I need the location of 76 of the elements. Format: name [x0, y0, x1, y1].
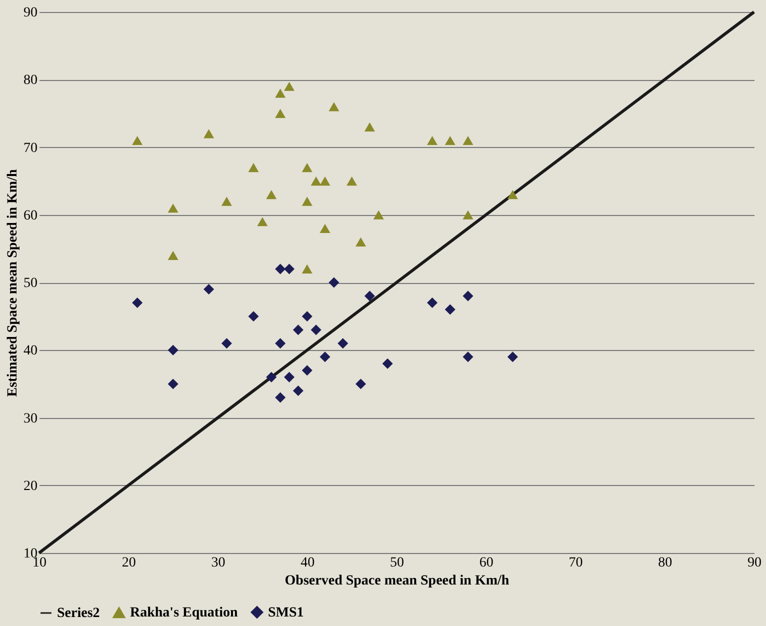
- point: [328, 277, 340, 288]
- point: [427, 136, 438, 146]
- point: [204, 284, 214, 295]
- point: [168, 344, 178, 356]
- point: [302, 365, 312, 376]
- point: [292, 324, 304, 336]
- point: [462, 210, 474, 220]
- point: [462, 352, 474, 362]
- point: [275, 392, 286, 403]
- point: [302, 162, 312, 172]
- x-tick-label: 90: [748, 556, 762, 570]
- point: [284, 82, 294, 91]
- y-tick-label: 60: [24, 208, 38, 224]
- point: [364, 122, 375, 132]
- point: [266, 372, 277, 382]
- legend-label: Rakha's Equation: [130, 606, 238, 621]
- point: [221, 196, 232, 206]
- x-tick-label: 50: [390, 556, 404, 570]
- point: [310, 176, 322, 186]
- y-tick-label: 50: [24, 276, 38, 291]
- y-tick-label: 70: [24, 140, 38, 156]
- point: [320, 224, 330, 233]
- point: [328, 102, 340, 112]
- point: [248, 311, 259, 322]
- y-tick-label: 90: [24, 6, 38, 20]
- point: [292, 385, 304, 396]
- x-tick-label: 20: [122, 556, 136, 570]
- legend-label: Series2: [57, 606, 100, 621]
- point: [284, 264, 294, 274]
- point: [427, 298, 438, 308]
- point: [275, 264, 286, 274]
- x-tick-label: 40: [300, 556, 315, 570]
- point: [444, 136, 456, 146]
- x-tick-label: 60: [479, 556, 494, 570]
- y-tick-label: 30: [24, 411, 38, 426]
- y-tick-label: 20: [24, 478, 38, 494]
- point: [168, 204, 178, 213]
- point: [248, 162, 259, 172]
- point: [221, 338, 232, 349]
- point: [275, 108, 286, 118]
- point: [320, 352, 330, 362]
- point: [382, 358, 393, 369]
- point: [444, 304, 456, 315]
- point: [275, 338, 286, 349]
- point: [168, 250, 178, 260]
- point: [338, 338, 348, 349]
- point: [310, 324, 322, 336]
- x-tick-label: 70: [568, 556, 583, 570]
- point: [275, 88, 286, 98]
- point: [373, 210, 384, 220]
- x-axis-title: Observed Space mean Speed in Km/h: [284, 574, 510, 588]
- y-tick-label: 80: [24, 73, 38, 88]
- point: [346, 176, 358, 186]
- legend-label: SMS1: [268, 605, 304, 620]
- x-tick-label: 80: [658, 556, 672, 570]
- point: [356, 378, 366, 390]
- point: [266, 190, 277, 200]
- point: [320, 176, 330, 186]
- point: [168, 378, 178, 390]
- x-tick-label: 30: [211, 556, 226, 570]
- point: [132, 298, 143, 308]
- point: [284, 372, 294, 382]
- point: [204, 129, 214, 138]
- point: [302, 196, 312, 206]
- point: [462, 136, 474, 146]
- point: [356, 237, 366, 246]
- point: [507, 190, 518, 200]
- point: [302, 264, 312, 274]
- point: [364, 290, 375, 302]
- y-tick-label: 40: [24, 344, 38, 359]
- y-axis-title: Estimated Space mean Speed in Km/h: [6, 169, 20, 397]
- point: [257, 217, 268, 226]
- point: [132, 136, 143, 146]
- point: [507, 352, 518, 362]
- point: [462, 290, 474, 302]
- point: [302, 311, 312, 322]
